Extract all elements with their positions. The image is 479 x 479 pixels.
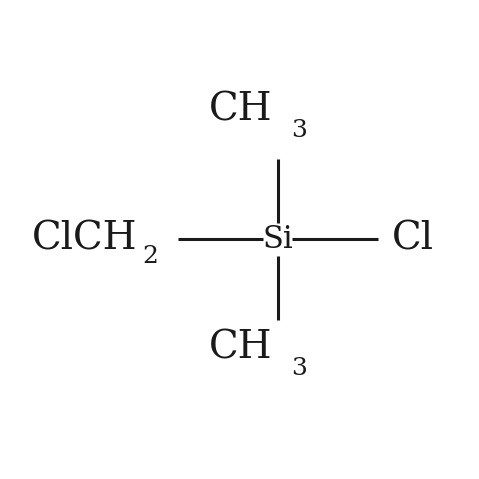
Text: Cl: Cl (392, 221, 434, 258)
Text: CH: CH (209, 330, 273, 366)
Text: 3: 3 (291, 357, 307, 380)
Text: CH: CH (209, 91, 273, 128)
Text: 2: 2 (142, 245, 158, 268)
Text: ClCH: ClCH (32, 221, 137, 258)
Text: 3: 3 (291, 119, 307, 142)
Text: Si: Si (262, 224, 293, 255)
